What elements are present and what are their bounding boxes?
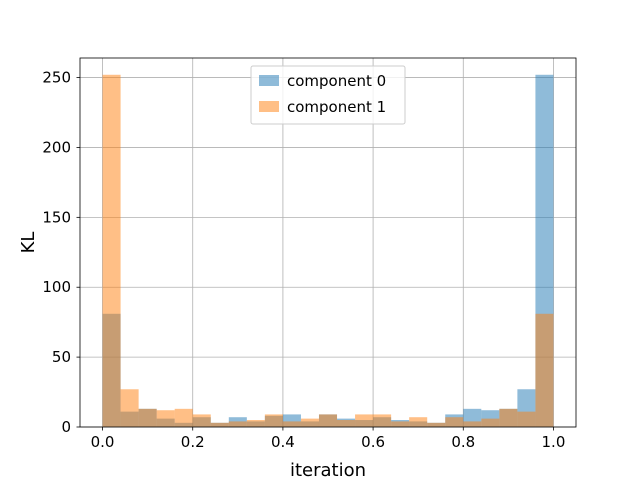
bar-component-1-bin-9	[264, 414, 283, 427]
bar-component-1-bin-16	[391, 421, 410, 427]
y-tick-label-5: 250	[42, 69, 71, 87]
bar-component-1-bin-2	[138, 408, 157, 427]
bar-component-1-bin-18	[427, 422, 446, 427]
x-axis-label: iteration	[290, 460, 366, 480]
y-tick-label-1: 50	[52, 348, 71, 366]
legend-label-component-0: component 0	[287, 72, 386, 90]
x-tick-label-4: 0.8	[451, 433, 475, 451]
bar-component-1-bin-21	[481, 418, 500, 427]
bar-component-1-bin-4	[174, 408, 193, 427]
bar-component-1-bin-15	[373, 414, 392, 427]
bar-component-1-bin-1	[120, 389, 139, 427]
legend-box	[250, 65, 406, 125]
x-tick-label-0: 0.0	[91, 433, 115, 451]
x-axis-ticks: 0.0 0.2 0.4 0.6 0.8 1.0	[91, 427, 566, 451]
legend-swatch-component-0	[259, 75, 279, 86]
bar-component-1-bin-10	[282, 421, 301, 427]
bar-component-1-bin-20	[463, 421, 482, 427]
y-tick-label-4: 200	[42, 138, 71, 156]
y-tick-label-0: 0	[61, 418, 71, 436]
bar-component-1-bin-8	[246, 420, 265, 427]
bar-component-1-bin-6	[210, 422, 229, 427]
bar-component-1-bin-7	[228, 421, 247, 427]
bar-component-1-bin-13	[337, 420, 356, 427]
x-tick-label-1: 0.2	[181, 433, 205, 451]
histogram-bars	[102, 74, 554, 427]
y-tick-label-3: 150	[42, 208, 71, 226]
y-tick-label-2: 100	[42, 278, 71, 296]
bar-component-1-bin-5	[192, 414, 211, 427]
bar-component-1-bin-3	[156, 410, 175, 427]
legend: component 0 component 1	[250, 65, 406, 125]
bar-component-1-bin-11	[300, 418, 319, 427]
x-tick-label-3: 0.6	[361, 433, 385, 451]
legend-label-component-1: component 1	[287, 98, 386, 116]
x-tick-label-2: 0.4	[271, 433, 295, 451]
y-axis-label: KL	[18, 232, 39, 254]
bar-component-1-bin-23	[517, 411, 536, 427]
bar-component-1-bin-0	[102, 74, 121, 427]
bar-component-1-bin-14	[355, 414, 374, 427]
bar-component-1-bin-17	[409, 417, 428, 427]
bar-component-1-bin-19	[445, 417, 464, 427]
bar-component-1-bin-12	[318, 414, 338, 427]
bar-component-1-bin-22	[499, 408, 518, 427]
legend-swatch-component-1	[259, 101, 279, 112]
bar-component-1-bin-24	[535, 313, 554, 427]
x-tick-label-5: 1.0	[542, 433, 566, 451]
plot-frame	[79, 57, 577, 428]
y-axis-ticks: 0 50 100 150 200 250	[42, 69, 80, 436]
